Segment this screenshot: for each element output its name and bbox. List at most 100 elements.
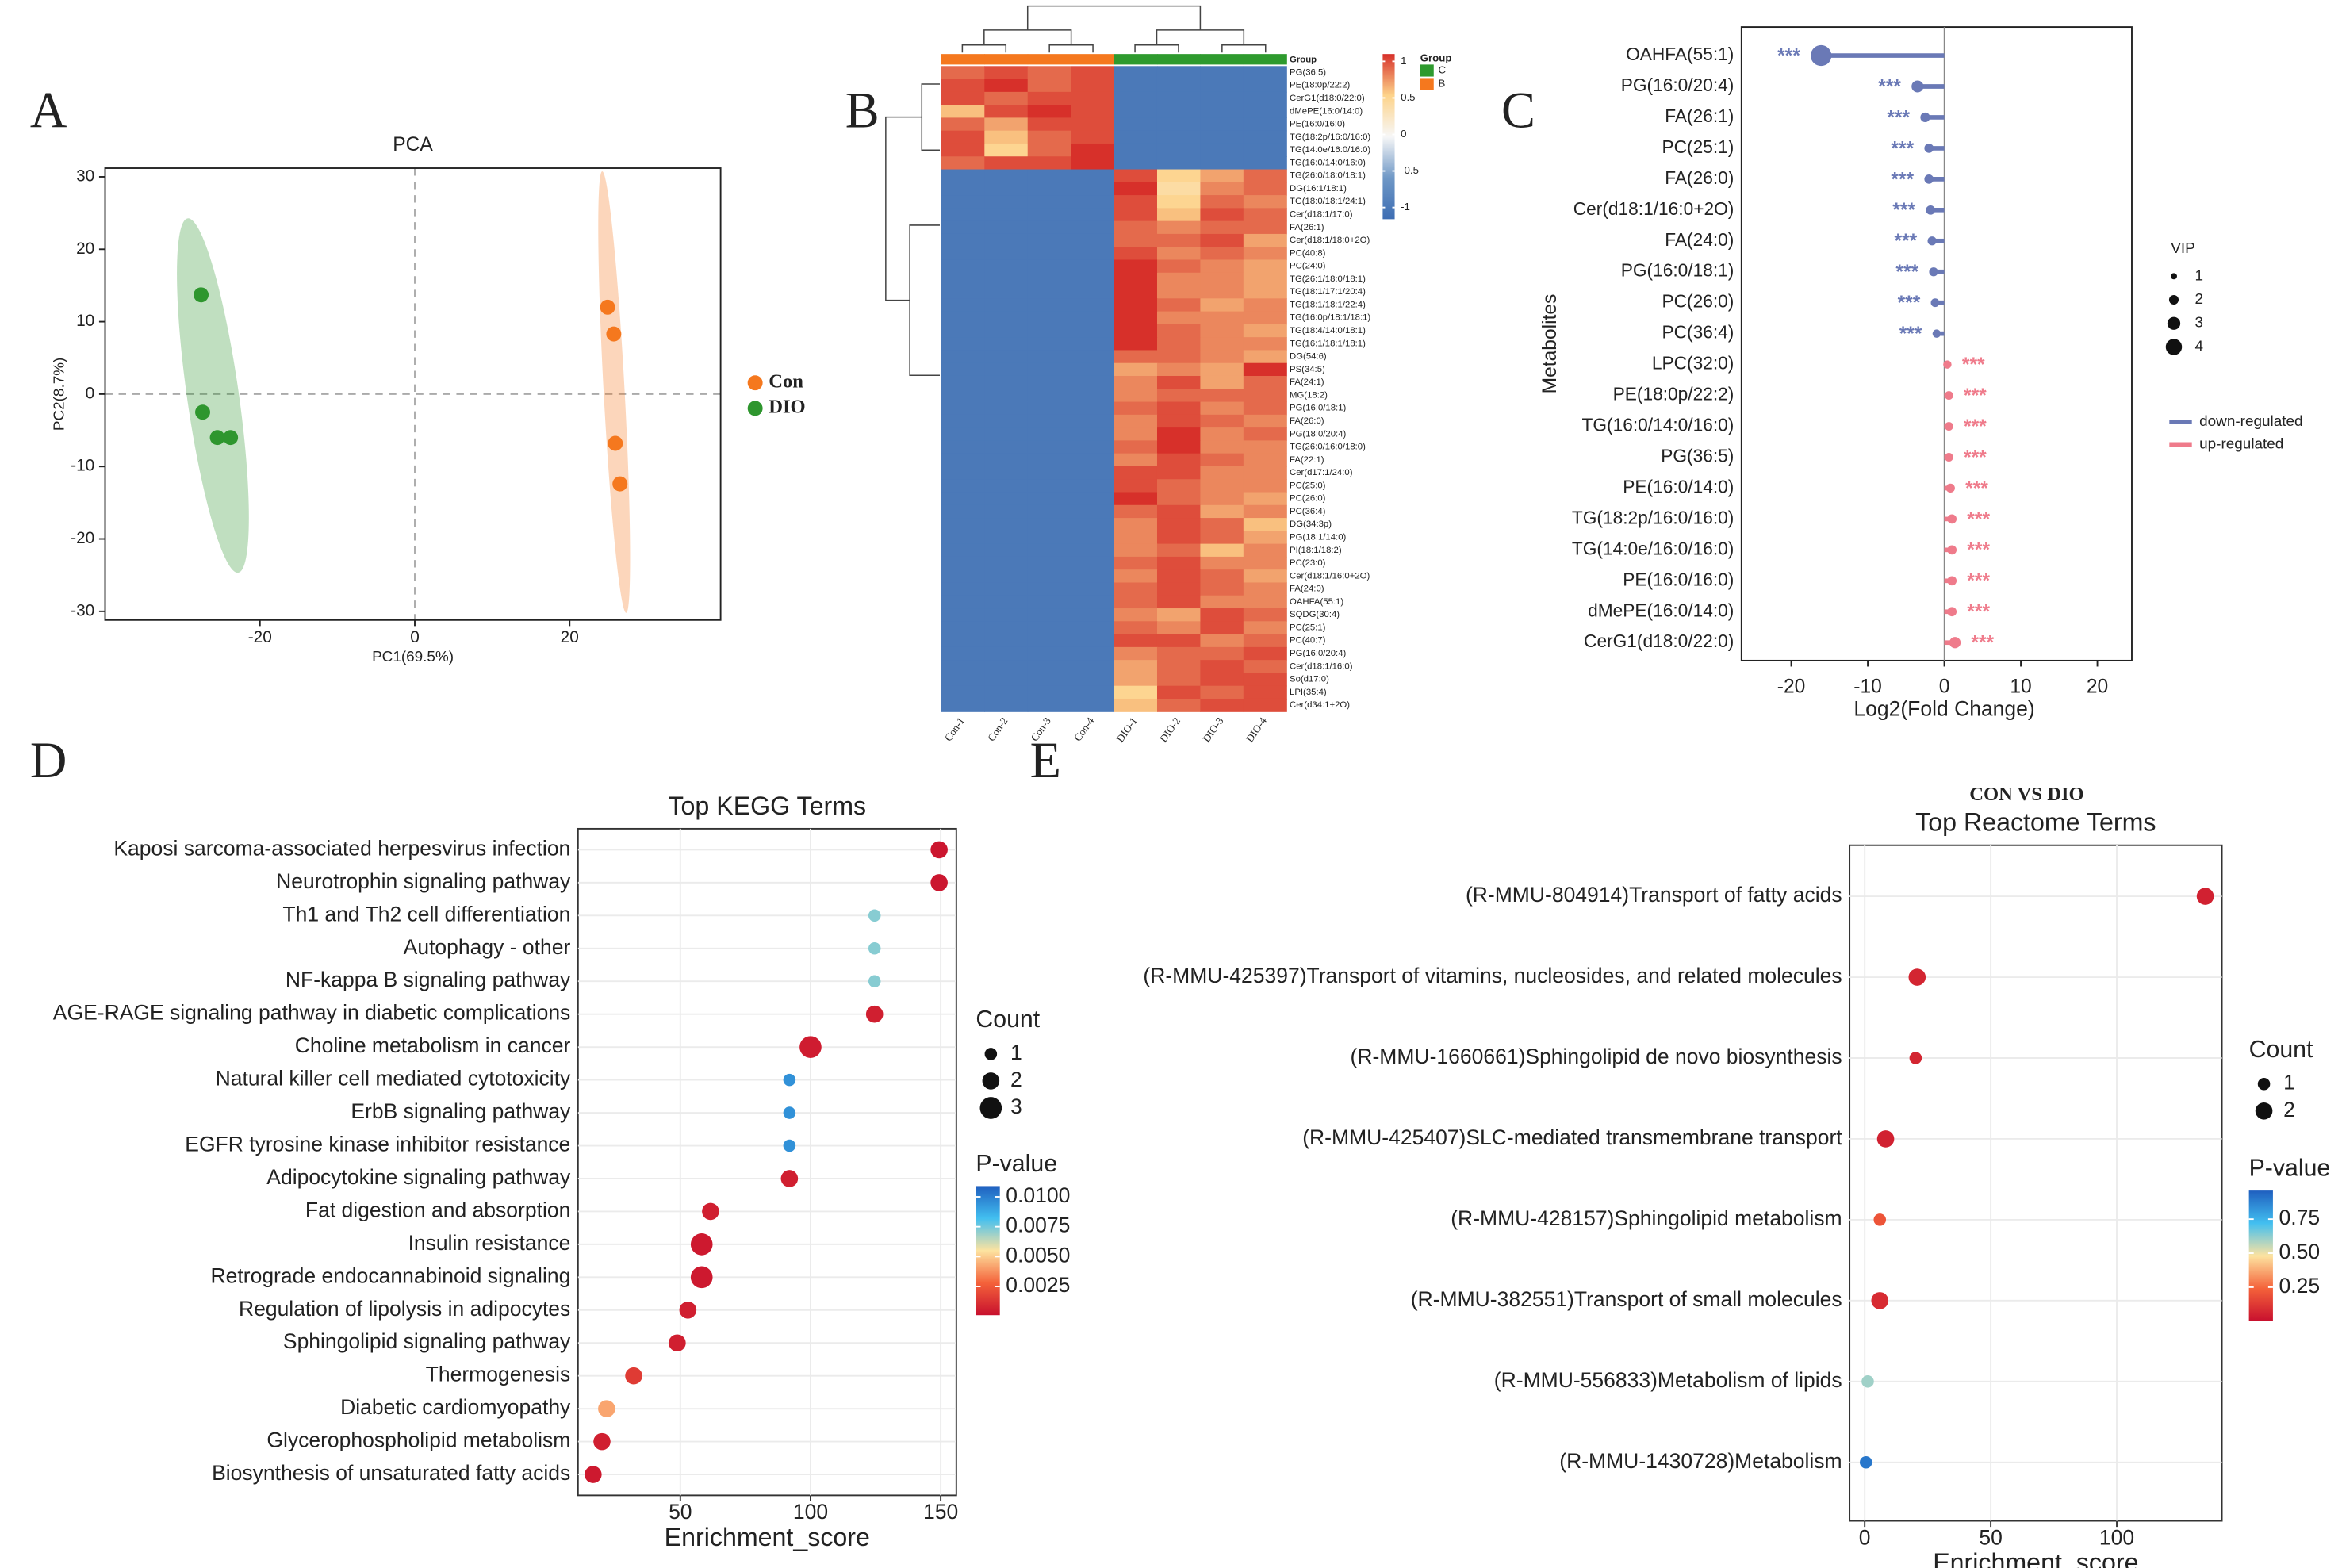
row-label: FA(26:1): [1290, 223, 1324, 232]
heatmap-cell: [1114, 389, 1158, 403]
row-label: MG(18:2): [1290, 390, 1328, 400]
heatmap-cell: [941, 389, 985, 403]
size-legend-marker: [982, 1072, 1000, 1090]
row-label: PG(18:0/20:4): [1290, 429, 1346, 439]
heatmap-cell: [941, 130, 985, 144]
heatmap-cell: [1114, 66, 1158, 80]
row-label: TG(26:0/18:0/18:1): [1290, 171, 1366, 181]
heatmap-cell: [1243, 105, 1287, 118]
heatmap-cell: [1114, 466, 1158, 480]
heatmap-cell: [1243, 298, 1287, 312]
heatmap-cell: [1200, 673, 1244, 687]
category-label: (R-MMU-428157)Sphingolipid metabolism: [1451, 1206, 1842, 1230]
row-label: PE(18:0p/22:2): [1290, 81, 1351, 90]
heatmap-cell: [1027, 311, 1071, 325]
heatmap-cell: [1071, 621, 1115, 635]
legend-label: up-regulated: [2199, 435, 2283, 452]
heatmap-cell: [1114, 130, 1158, 144]
row-label: TG(26:0/16:0/18:0): [1290, 443, 1366, 452]
panel-label: D: [30, 732, 67, 788]
lollipop-dot: [1924, 174, 1934, 184]
row-dendrogram: [885, 83, 940, 376]
heatmap-cell: [1156, 646, 1201, 661]
heatmap-cell: [1114, 556, 1158, 570]
row-label: FA(24:0): [1290, 585, 1324, 594]
category-label: dMePE(16:0/14:0): [1588, 600, 1734, 620]
heatmap-cell: [984, 350, 1029, 364]
group-annotation: [941, 54, 985, 65]
heatmap-cell: [1114, 504, 1158, 519]
lollipop-dot: [1929, 267, 1938, 277]
chart-title: Top Reactome Terms: [1915, 808, 2156, 837]
heatmap-cell: [984, 79, 1029, 93]
row-label: FA(26:0): [1290, 416, 1324, 426]
heatmap-cell: [1027, 427, 1071, 441]
heatmap-cell: [1200, 518, 1244, 531]
heatmap-cell: [1200, 440, 1244, 454]
category-label: Kaposi sarcoma-associated herpesvirus in…: [113, 836, 570, 860]
heatmap-cell: [1156, 414, 1201, 428]
heatmap-cell: [1071, 518, 1115, 531]
heatmap-cell: [1114, 117, 1158, 132]
category-label: Regulation of lipolysis in adipocytes: [239, 1297, 570, 1321]
row-label: TG(18:1/18:1/22:4): [1290, 300, 1366, 309]
heatmap-cell: [984, 182, 1029, 196]
heatmap-cell: [1071, 582, 1115, 596]
category-label: PE(18:0p/22:2): [1613, 384, 1734, 404]
heatmap-cell: [984, 247, 1029, 261]
row-label: TG(18:0/18:1/24:1): [1290, 197, 1366, 206]
heatmap-cell: [984, 414, 1029, 428]
heatmap-cell: [941, 479, 985, 493]
heatmap-cell: [1156, 440, 1201, 454]
heatmap-cell: [941, 556, 985, 570]
dot: [593, 1432, 611, 1451]
heatmap-cell: [1156, 479, 1201, 493]
heatmap-cell: [984, 389, 1029, 403]
point: [223, 430, 239, 446]
significance-label: ***: [1965, 478, 1988, 500]
heatmap-cell: [984, 130, 1029, 144]
x-tick-label: 0: [410, 628, 420, 646]
group-annotation: [1027, 54, 1071, 65]
heatmap-cell: [1114, 595, 1158, 609]
heatmap-cell: [1243, 621, 1287, 635]
heatmap-cell: [1200, 401, 1244, 416]
heatmap-cell: [1027, 401, 1071, 416]
heatmap-cell: [941, 324, 985, 338]
category-label: FA(24:0): [1665, 229, 1734, 250]
heatmap-cell: [1156, 208, 1201, 222]
heatmap-cell: [1027, 389, 1071, 403]
x-axis-label: PC1(69.5%): [372, 649, 454, 665]
size-legend-label: 2: [2194, 291, 2203, 308]
heatmap-cell: [1243, 311, 1287, 325]
heatmap-cell: [1156, 389, 1201, 403]
heatmap-cell: [941, 660, 985, 673]
category-label: Choline metabolism in cancer: [295, 1033, 571, 1057]
row-label: Cer(d34:1+2O): [1290, 700, 1350, 710]
plot-frame: [1849, 844, 2223, 1522]
row-label: Cer(d18:1/16:0): [1290, 661, 1353, 671]
row-label: TG(18:4/14:0/18:1): [1290, 326, 1366, 335]
heatmap-cell: [1200, 414, 1244, 428]
heatmap-cell: [941, 362, 985, 377]
category-label: Fat digestion and absorption: [305, 1198, 570, 1221]
heatmap-cell: [1243, 427, 1287, 441]
row-label: PS(34:5): [1290, 365, 1325, 374]
panel-label: A: [30, 82, 67, 139]
heatmap-cell: [941, 143, 985, 157]
heatmap-cell: [1156, 286, 1201, 299]
heatmap-cell: [1156, 91, 1201, 105]
category-label: AGE-RAGE signaling pathway in diabetic c…: [53, 1001, 571, 1025]
row-label: Cer(d18:1/18:0+2O): [1290, 236, 1370, 245]
heatmap-cell: [1027, 673, 1071, 687]
significance-label: ***: [1887, 107, 1910, 128]
category-label: PE(16:0/14:0): [1623, 476, 1734, 496]
heatmap-cell: [1156, 595, 1201, 609]
significance-label: ***: [1967, 571, 1990, 592]
y-tick-label: 30: [76, 167, 94, 185]
lollipop-dot: [1947, 607, 1957, 617]
heatmap-cell: [1114, 298, 1158, 312]
heatmap-cell: [1243, 453, 1287, 467]
heatmap-cell: [1114, 324, 1158, 338]
category-label: PC(26:0): [1662, 291, 1734, 312]
